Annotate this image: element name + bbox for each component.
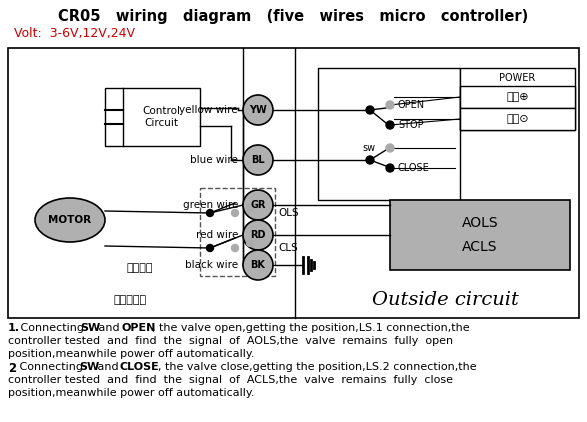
- Circle shape: [366, 156, 374, 164]
- Text: 限位开关: 限位开关: [127, 263, 153, 273]
- Circle shape: [243, 95, 273, 125]
- Text: BK: BK: [251, 260, 265, 270]
- Text: GR: GR: [250, 200, 266, 210]
- Text: red wire: red wire: [195, 230, 238, 240]
- Text: Connecting: Connecting: [16, 362, 86, 372]
- Circle shape: [366, 106, 374, 114]
- Text: and: and: [94, 362, 122, 372]
- Text: Volt:  3-6V,12V,24V: Volt: 3-6V,12V,24V: [14, 27, 135, 41]
- Text: BL: BL: [251, 155, 265, 165]
- Circle shape: [243, 190, 273, 220]
- Text: MOTOR: MOTOR: [49, 215, 92, 225]
- Circle shape: [247, 205, 254, 211]
- Text: position,meanwhile power off automatically.: position,meanwhile power off automatical…: [8, 349, 255, 359]
- Bar: [8, 48, 579, 318]
- Bar: [105, 88, 200, 146]
- Text: 正极⊕: 正极⊕: [506, 92, 529, 102]
- Text: CLS: CLS: [278, 243, 298, 253]
- Circle shape: [386, 121, 394, 129]
- Circle shape: [243, 145, 273, 175]
- Text: ACLS: ACLS: [462, 240, 498, 254]
- Text: , the valve open,getting the position,LS.1 connection,the: , the valve open,getting the position,LS…: [152, 323, 470, 333]
- Text: controller tested  and  find  the  signal  of  ACLS,the  valve  remains  fully  : controller tested and find the signal of…: [8, 375, 453, 385]
- Text: Control
Circuit: Control Circuit: [143, 106, 180, 128]
- Text: blue wire: blue wire: [190, 155, 238, 165]
- Text: black wire: black wire: [185, 260, 238, 270]
- Bar: [390, 200, 570, 270]
- Circle shape: [247, 240, 254, 246]
- Text: 执行器内部: 执行器内部: [113, 295, 147, 305]
- Text: POWER: POWER: [500, 73, 535, 83]
- Text: AOLS: AOLS: [462, 216, 498, 230]
- Text: position,meanwhile power off automatically.: position,meanwhile power off automatical…: [8, 388, 255, 398]
- Bar: [318, 68, 460, 200]
- Text: 2: 2: [8, 362, 16, 375]
- Circle shape: [207, 244, 214, 252]
- Circle shape: [386, 144, 394, 152]
- Text: yellow wire: yellow wire: [180, 105, 238, 115]
- Circle shape: [243, 250, 273, 280]
- Bar: [200, 188, 275, 276]
- Text: 负极⊙: 负极⊙: [506, 114, 529, 124]
- Circle shape: [231, 244, 238, 252]
- Circle shape: [231, 209, 238, 216]
- Bar: [460, 108, 575, 130]
- Bar: [460, 86, 575, 108]
- Text: Outside circuit: Outside circuit: [372, 291, 518, 309]
- Text: sw: sw: [362, 143, 375, 153]
- Circle shape: [386, 101, 394, 109]
- Text: SW: SW: [80, 323, 100, 333]
- Text: CR05   wiring   diagram   (five   wires   micro   controller): CR05 wiring diagram (five wires micro co…: [58, 8, 528, 24]
- Circle shape: [243, 220, 273, 250]
- Circle shape: [386, 164, 394, 172]
- Text: Connecting: Connecting: [17, 323, 87, 333]
- Bar: [460, 68, 575, 130]
- Text: OPEN: OPEN: [121, 323, 156, 333]
- Text: STOP: STOP: [398, 120, 424, 130]
- Circle shape: [207, 209, 214, 216]
- Text: CLOSE: CLOSE: [398, 163, 430, 173]
- Text: OPEN: OPEN: [398, 100, 425, 110]
- Text: , the valve close,getting the position,LS.2 connection,the: , the valve close,getting the position,L…: [158, 362, 477, 372]
- Text: controller tested  and  find  the  signal  of  AOLS,the  valve  remains  fully  : controller tested and find the signal of…: [8, 336, 453, 346]
- Text: RD: RD: [250, 230, 266, 240]
- Text: 1.: 1.: [8, 323, 20, 333]
- Text: CLOSE: CLOSE: [120, 362, 160, 372]
- Text: YW: YW: [249, 105, 267, 115]
- Ellipse shape: [35, 198, 105, 242]
- Text: and: and: [95, 323, 123, 333]
- Text: green wire: green wire: [183, 200, 238, 210]
- Text: SW: SW: [79, 362, 99, 372]
- Text: OLS: OLS: [278, 208, 299, 218]
